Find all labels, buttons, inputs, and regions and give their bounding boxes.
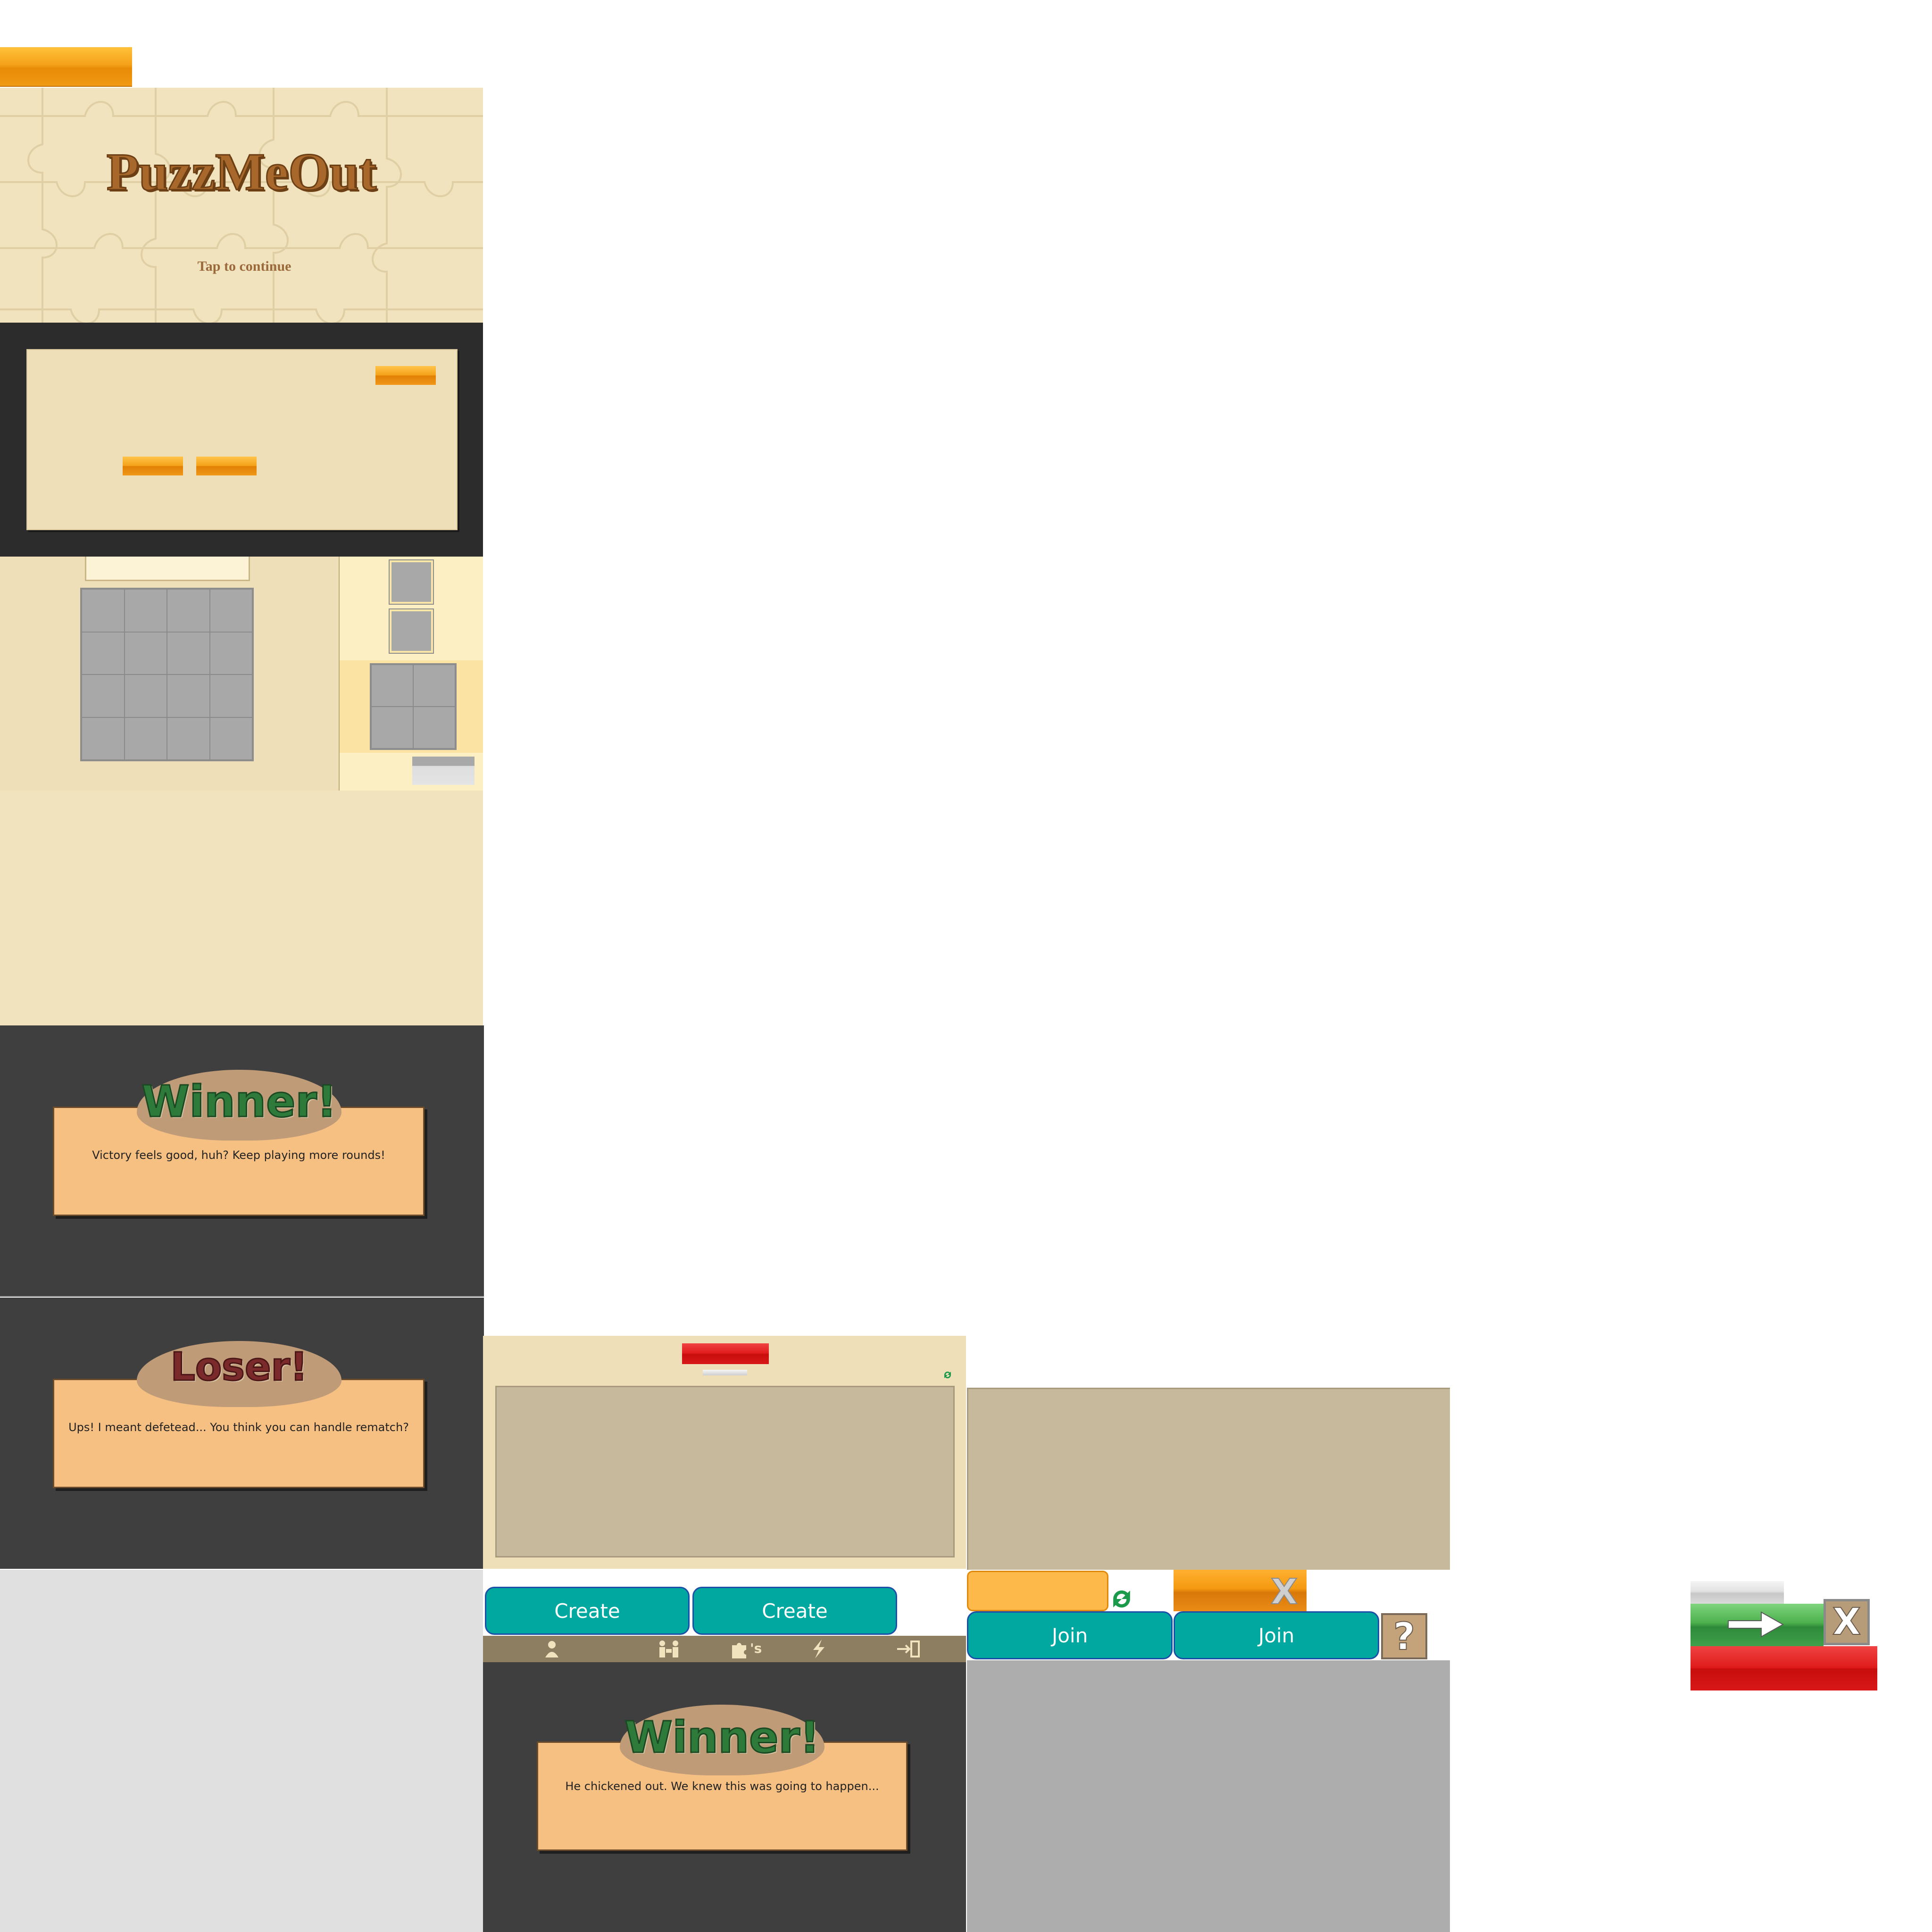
grid-cell[interactable] bbox=[167, 589, 210, 632]
puzzle-grid[interactable] bbox=[80, 588, 254, 761]
help-button[interactable]: ? bbox=[1381, 1613, 1427, 1659]
room-header-underline bbox=[703, 1370, 747, 1375]
splash-title: PuzzMeOut bbox=[106, 142, 377, 202]
splash-screen[interactable]: PuzzMeOut Tap to continue bbox=[0, 88, 483, 323]
grid-cell[interactable] bbox=[124, 675, 167, 717]
dialog-close-button[interactable] bbox=[375, 366, 436, 385]
room-list-box-secondary[interactable] bbox=[967, 1388, 1450, 1570]
refresh-icon[interactable] bbox=[1108, 1586, 1135, 1612]
dialog-screen bbox=[0, 323, 483, 557]
next-button[interactable] bbox=[1690, 1604, 1824, 1646]
grid-cell bbox=[413, 707, 455, 749]
room-list-screen bbox=[483, 1336, 966, 1569]
create-button[interactable]: Create bbox=[485, 1587, 690, 1635]
splash-subtitle[interactable]: Tap to continue bbox=[197, 258, 291, 274]
grid-cell bbox=[371, 665, 413, 707]
board-header bbox=[85, 557, 250, 581]
puzzles-suffix: 's bbox=[750, 1641, 762, 1656]
loser-badge bbox=[137, 1341, 341, 1407]
loser-screen: Ups! I meant defetead... You think you c… bbox=[0, 1298, 484, 1569]
forfeit-heading: Winner! bbox=[624, 1712, 821, 1764]
versus-icon[interactable] bbox=[657, 1639, 681, 1659]
silver-button[interactable] bbox=[1690, 1581, 1784, 1604]
piece-tray bbox=[340, 557, 483, 791]
tray-piece[interactable] bbox=[389, 608, 434, 654]
grid-cell bbox=[413, 665, 455, 707]
tray-piece-large[interactable] bbox=[370, 663, 457, 750]
grid-cell[interactable] bbox=[209, 589, 252, 632]
winner-badge bbox=[137, 1070, 341, 1141]
arrow-right-icon bbox=[1728, 1611, 1784, 1638]
logout-icon[interactable] bbox=[895, 1639, 922, 1659]
join-cancel-button[interactable]: X bbox=[1174, 1570, 1307, 1613]
winner-screen: Victory feels good, huh? Keep playing mo… bbox=[0, 1025, 484, 1297]
grid-cell[interactable] bbox=[167, 717, 210, 760]
forfeit-winner-screen: He chickened out. We knew this was going… bbox=[483, 1662, 966, 1932]
join-input-field[interactable] bbox=[967, 1571, 1108, 1611]
bottom-nav-bar: 's bbox=[483, 1636, 966, 1662]
top-orange-button[interactable] bbox=[0, 47, 132, 87]
grid-cell[interactable] bbox=[209, 632, 252, 675]
forfeit-badge bbox=[620, 1705, 824, 1775]
grid-cell[interactable] bbox=[167, 632, 210, 675]
loser-message: Ups! I meant defetead... You think you c… bbox=[68, 1421, 409, 1434]
grid-cell[interactable] bbox=[167, 675, 210, 717]
grid-cell[interactable] bbox=[209, 675, 252, 717]
tray-scroll-button[interactable] bbox=[412, 757, 475, 785]
grid-cell[interactable] bbox=[124, 589, 167, 632]
dialog-confirm-button[interactable] bbox=[123, 457, 183, 475]
game-board-area bbox=[0, 557, 340, 791]
close-icon: X bbox=[1270, 1571, 1298, 1613]
grid-cell[interactable] bbox=[124, 717, 167, 760]
quick-icon[interactable] bbox=[809, 1639, 828, 1659]
join-list-background bbox=[967, 1660, 1450, 1932]
room-list-box[interactable] bbox=[495, 1386, 955, 1557]
room-header-bar bbox=[682, 1343, 769, 1364]
puzzle-pattern bbox=[0, 88, 483, 323]
winner-heading: Winner! bbox=[141, 1076, 338, 1128]
empty-background-panel bbox=[0, 791, 483, 1025]
gray-background-panel bbox=[0, 1570, 483, 1932]
grid-cell[interactable] bbox=[82, 589, 125, 632]
create-button-secondary[interactable]: Create bbox=[692, 1587, 897, 1635]
close-button[interactable]: X bbox=[1824, 1599, 1870, 1645]
join-button-secondary[interactable]: Join bbox=[1174, 1611, 1379, 1659]
forfeit-card: He chickened out. We knew this was going… bbox=[537, 1741, 908, 1851]
refresh-icon[interactable] bbox=[942, 1370, 953, 1380]
grid-cell bbox=[371, 707, 413, 749]
loser-heading: Loser! bbox=[170, 1344, 308, 1391]
grid-cell[interactable] bbox=[209, 717, 252, 760]
close-icon: X bbox=[1832, 1600, 1861, 1644]
grid-cell[interactable] bbox=[82, 632, 125, 675]
dialog-cancel-button[interactable] bbox=[196, 457, 257, 475]
grid-cell[interactable] bbox=[82, 675, 125, 717]
puzzles-icon[interactable] bbox=[729, 1639, 751, 1659]
help-icon: ? bbox=[1393, 1614, 1416, 1659]
dialog-panel bbox=[26, 349, 458, 530]
tray-piece[interactable] bbox=[389, 559, 434, 605]
player-icon[interactable] bbox=[541, 1639, 562, 1659]
red-action-button[interactable] bbox=[1690, 1646, 1877, 1690]
grid-cell[interactable] bbox=[124, 632, 167, 675]
join-button[interactable]: Join bbox=[967, 1611, 1173, 1659]
winner-message: Victory feels good, huh? Keep playing mo… bbox=[92, 1149, 385, 1162]
forfeit-message: He chickened out. We knew this was going… bbox=[565, 1780, 879, 1793]
grid-cell[interactable] bbox=[82, 717, 125, 760]
